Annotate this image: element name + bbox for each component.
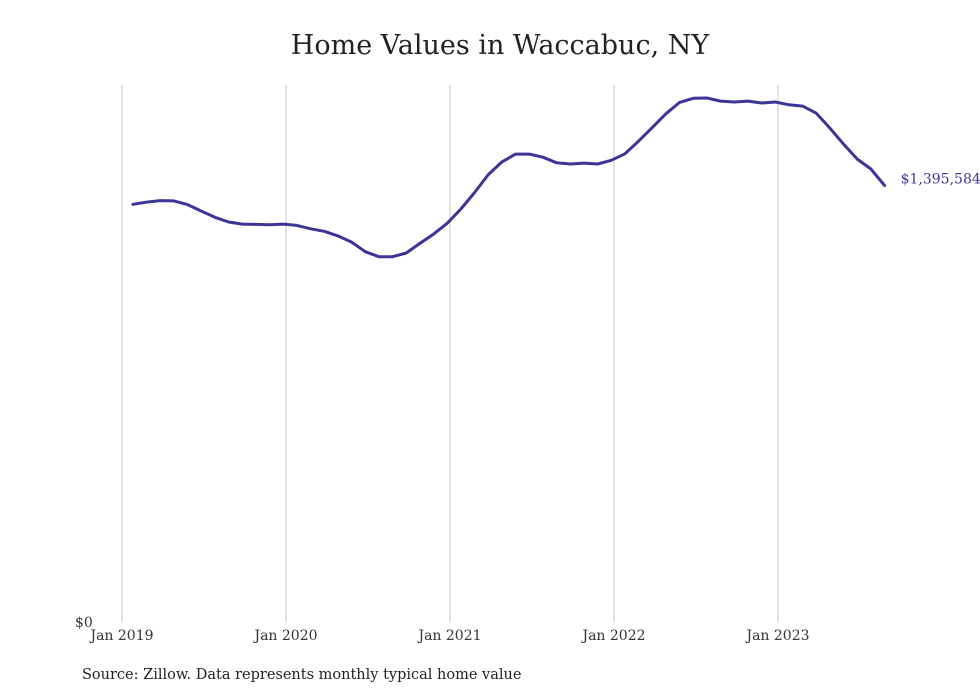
x-tick-label: Jan 2020 bbox=[252, 628, 317, 644]
x-tick-label: Jan 2023 bbox=[744, 628, 809, 644]
series-line bbox=[133, 98, 885, 257]
y-tick-label: $0 bbox=[75, 615, 93, 631]
x-tick-label: Jan 2019 bbox=[88, 628, 153, 644]
gridlines bbox=[122, 85, 778, 622]
x-tick-label: Jan 2021 bbox=[416, 628, 481, 644]
x-tick-label: Jan 2022 bbox=[580, 628, 645, 644]
end-value-label: $1,395,584 bbox=[901, 172, 980, 188]
source-note: Source: Zillow. Data represents monthly … bbox=[82, 667, 521, 683]
x-axis-ticks: Jan 2019 Jan 2020 Jan 2021 Jan 2022 Jan 2023 bbox=[88, 628, 809, 644]
series-layer bbox=[133, 98, 885, 257]
